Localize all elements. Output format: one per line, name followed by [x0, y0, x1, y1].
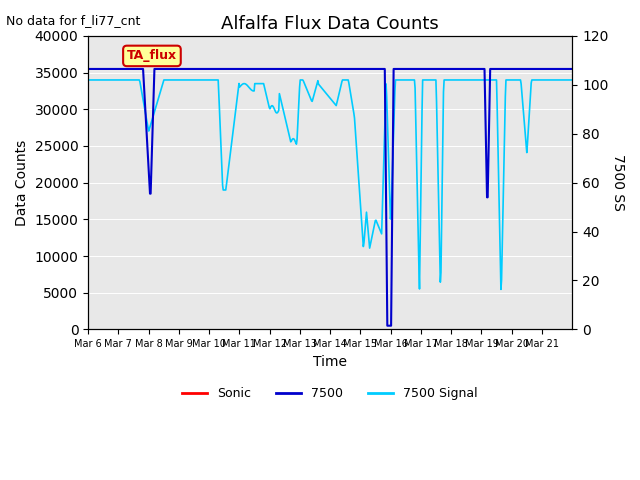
Y-axis label: Data Counts: Data Counts [15, 140, 29, 226]
X-axis label: Time: Time [313, 355, 347, 369]
Text: TA_flux: TA_flux [127, 49, 177, 62]
Title: Alfalfa Flux Data Counts: Alfalfa Flux Data Counts [221, 15, 439, 33]
Y-axis label: 7500 SS: 7500 SS [611, 154, 625, 211]
Legend: Sonic, 7500, 7500 Signal: Sonic, 7500, 7500 Signal [177, 382, 483, 405]
Text: No data for f_li77_cnt: No data for f_li77_cnt [6, 14, 141, 27]
